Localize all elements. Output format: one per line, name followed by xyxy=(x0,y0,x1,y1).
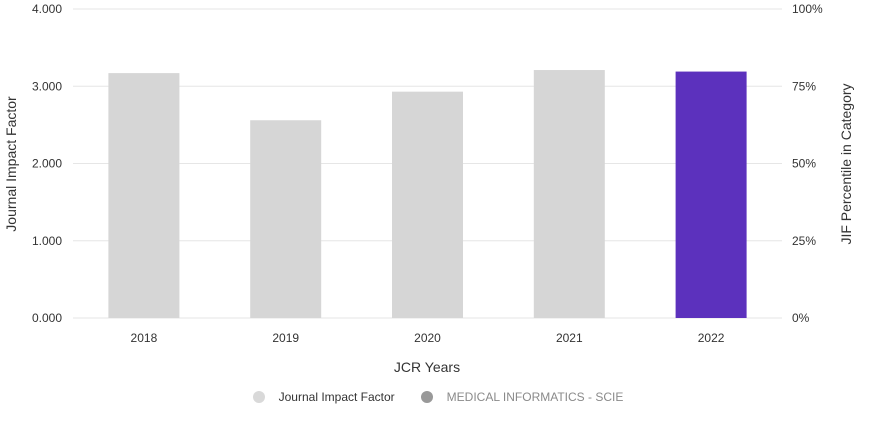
bar-2018[interactable] xyxy=(108,73,180,319)
bar-2019[interactable] xyxy=(250,120,322,319)
x-tick-label: 2022 xyxy=(698,331,725,345)
bar-2020[interactable] xyxy=(392,91,463,318)
x-tick-label: 2021 xyxy=(556,331,583,345)
y-tick-label: 3.000 xyxy=(32,79,62,93)
y2-axis-ticks: 0% 25% 50% 75% 100% xyxy=(792,2,823,325)
jif-bar-chart: 0.000 1.000 2.000 3.000 4.000 0% 25% 50% 75% 100… xyxy=(3,2,854,375)
y2-tick-label: 0% xyxy=(792,311,810,325)
y2-tick-label: 100% xyxy=(792,2,823,16)
circle-icon xyxy=(420,391,433,403)
bar-2022[interactable] xyxy=(675,71,747,318)
bar-2021[interactable] xyxy=(533,70,605,318)
y-tick-label: 0.000 xyxy=(32,311,62,325)
legend-item-jif[interactable]: Journal Impact Factor xyxy=(252,390,395,404)
legend-label: Journal Impact Factor xyxy=(278,390,395,404)
x-axis-ticks: 2018 2019 2020 2021 2022 xyxy=(131,331,725,345)
y2-tick-label: 25% xyxy=(792,234,816,248)
bars xyxy=(108,70,747,319)
y2-tick-label: 75% xyxy=(792,79,816,93)
x-tick-label: 2019 xyxy=(272,331,299,345)
y-tick-label: 2.000 xyxy=(32,157,62,171)
circle-icon xyxy=(252,391,265,403)
legend-label: MEDICAL INFORMATICS - SCIE xyxy=(446,390,624,404)
y-axis-title: Journal Impact Factor xyxy=(3,96,19,232)
y-tick-label: 1.000 xyxy=(32,234,62,248)
y-tick-label: 4.000 xyxy=(32,2,62,16)
x-tick-label: 2020 xyxy=(414,331,441,345)
x-axis-title: JCR Years xyxy=(394,359,460,375)
y2-tick-label: 50% xyxy=(792,157,816,171)
y2-axis-title: JIF Percentile in Category xyxy=(838,83,854,244)
legend: Journal Impact Factor MEDICAL INFORMATIC… xyxy=(0,386,876,408)
legend-item-category[interactable]: MEDICAL INFORMATICS - SCIE xyxy=(420,390,624,404)
y-axis-ticks: 0.000 1.000 2.000 3.000 4.000 xyxy=(32,2,62,325)
x-tick-label: 2018 xyxy=(131,331,158,345)
